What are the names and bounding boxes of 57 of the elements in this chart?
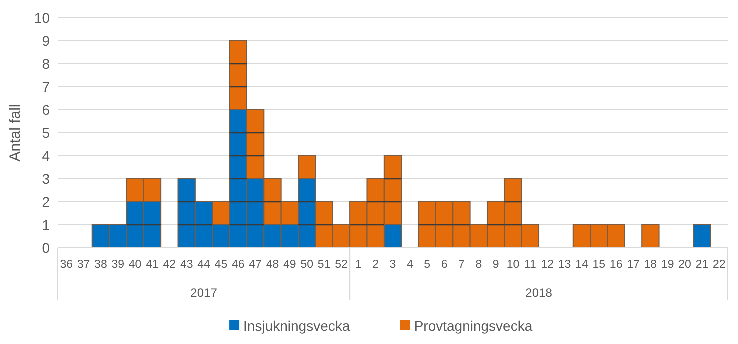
x-tick-label: 17 [627,259,640,271]
bar [642,224,660,248]
x-tick-label: 5 [424,259,431,271]
x-tick-label: 19 [661,259,674,271]
y-tick-label: 9 [42,32,50,49]
x-tick-label: 22 [713,259,726,271]
y-tick-label: 1 [42,216,50,233]
x-tick-label: 47 [249,259,262,271]
y-tick-label: 4 [42,148,50,164]
x-tick-label: 7 [458,259,465,271]
y-tick-label: 5 [42,124,50,141]
y-axis-title: Antal fall [7,104,24,162]
x-tick-label: 9 [492,259,500,271]
x-tick-label: 51 [318,259,331,271]
legend-label: Provtagningsvecka [414,318,533,334]
x-tick-label: 2 [372,259,380,271]
x-tick-label: 21 [696,259,709,271]
y-tick-label: 7 [42,78,50,95]
y-tick-label: 2 [42,194,50,210]
x-tick-label: 38 [94,259,108,271]
legend-label: Insjukningsvecka [244,318,350,334]
y-tick-label: 0 [42,240,50,256]
x-tick-label: 11 [524,259,536,271]
x-tick-label: 44 [198,259,212,271]
x-tick-label: 6 [441,259,448,271]
x-tick-label: 49 [284,259,296,271]
x-tick-label: 41 [146,259,159,271]
x-tick-label: 48 [266,259,280,271]
x-tick-label: 39 [112,259,125,271]
bar [693,224,712,248]
x-tick-label: 15 [592,259,606,271]
x-tick-label: 45 [214,259,228,271]
x-tick-label: 46 [232,259,245,271]
x-tick-label: 36 [60,259,73,271]
text: 2017 [190,286,218,300]
x-tick-label: 37 [77,259,90,271]
y-tick-label: 8 [42,56,50,72]
x-tick-label: 13 [558,259,572,271]
x-tick-label: 16 [610,259,623,271]
x-tick-label: 3 [390,259,396,271]
y-tick-label: 10 [34,10,50,26]
x-tick-label: 52 [335,259,348,271]
x-tick-label: 50 [300,259,314,271]
x-tick-label: 18 [644,259,658,271]
x-tick-label: 42 [163,259,176,271]
x-tick-label: 10 [506,259,520,271]
x-tick-label: 14 [576,259,589,271]
x-tick-label: 40 [128,259,142,271]
y-tick-label: 6 [42,102,50,118]
text: 2018 [526,286,553,300]
x-tick-label: 4 [406,259,414,271]
y-tick-label: 3 [42,170,50,187]
x-tick-label: 12 [541,259,554,271]
x-tick-label: 43 [180,259,194,271]
x-tick-label: 8 [476,259,482,271]
x-tick-label: 20 [678,259,692,271]
x-tick-label: 1 [355,259,362,271]
